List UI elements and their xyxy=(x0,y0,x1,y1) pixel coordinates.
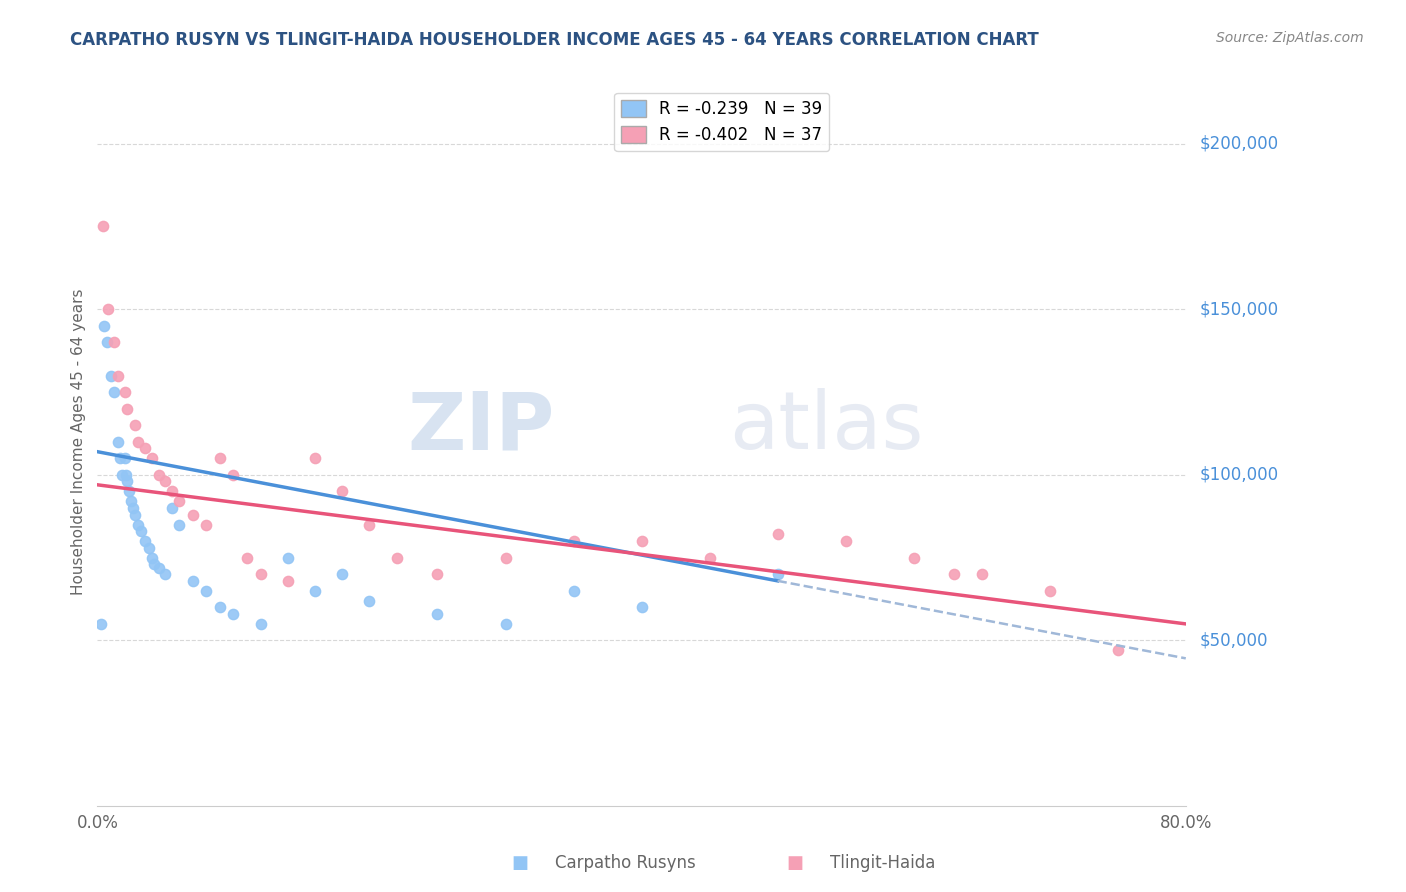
Point xyxy=(249,616,271,631)
Text: $200,000: $200,000 xyxy=(1199,135,1278,153)
Text: Source: ZipAtlas.com: Source: ZipAtlas.com xyxy=(1216,31,1364,45)
Point xyxy=(222,467,245,482)
Point xyxy=(699,550,721,565)
Point xyxy=(114,451,136,466)
Point xyxy=(91,219,114,234)
Point xyxy=(208,600,231,615)
Point xyxy=(222,607,245,621)
Point xyxy=(90,616,112,631)
Text: Tlingit-Haida: Tlingit-Haida xyxy=(830,855,935,872)
Point xyxy=(134,442,156,456)
Point xyxy=(766,527,789,541)
Point xyxy=(141,550,163,565)
Point xyxy=(277,550,299,565)
Point xyxy=(117,401,139,416)
Point xyxy=(114,385,136,400)
Point xyxy=(630,600,652,615)
Point xyxy=(111,467,134,482)
Point xyxy=(426,567,449,582)
Point xyxy=(124,418,146,433)
Point xyxy=(208,451,231,466)
Point xyxy=(143,558,166,572)
Text: ZIP: ZIP xyxy=(408,388,554,467)
Point xyxy=(110,451,132,466)
Point xyxy=(155,567,177,582)
Point xyxy=(181,574,204,588)
Text: $150,000: $150,000 xyxy=(1199,301,1278,318)
Point xyxy=(766,567,789,582)
Text: CARPATHO RUSYN VS TLINGIT-HAIDA HOUSEHOLDER INCOME AGES 45 - 64 YEARS CORRELATIO: CARPATHO RUSYN VS TLINGIT-HAIDA HOUSEHOL… xyxy=(70,31,1039,49)
Point xyxy=(426,607,449,621)
Point xyxy=(103,385,125,400)
Point xyxy=(562,583,585,598)
Point xyxy=(107,368,129,383)
Text: ■: ■ xyxy=(512,855,529,872)
Point xyxy=(495,616,517,631)
Point xyxy=(167,517,190,532)
Text: $50,000: $50,000 xyxy=(1199,632,1268,649)
Text: ■: ■ xyxy=(786,855,803,872)
Point xyxy=(236,550,259,565)
Point xyxy=(385,550,408,565)
Point xyxy=(138,541,160,555)
Point xyxy=(103,335,125,350)
Point xyxy=(834,534,856,549)
Point xyxy=(115,467,138,482)
Point xyxy=(148,560,170,574)
Point xyxy=(181,508,204,522)
Point xyxy=(304,451,326,466)
Point xyxy=(93,318,115,333)
Point xyxy=(160,500,183,515)
Y-axis label: Householder Income Ages 45 - 64 years: Householder Income Ages 45 - 64 years xyxy=(72,288,86,595)
Legend: R = -0.239   N = 39, R = -0.402   N = 37: R = -0.239 N = 39, R = -0.402 N = 37 xyxy=(614,93,830,151)
Point xyxy=(1107,643,1129,657)
Point xyxy=(330,484,353,499)
Point xyxy=(330,567,353,582)
Point xyxy=(121,500,143,515)
Text: $100,000: $100,000 xyxy=(1199,466,1278,483)
Point xyxy=(117,484,139,499)
Point xyxy=(155,475,177,489)
Point xyxy=(117,475,139,489)
Point xyxy=(277,574,299,588)
Point xyxy=(127,517,149,532)
Point xyxy=(359,517,381,532)
Point xyxy=(134,534,156,549)
Point xyxy=(943,567,966,582)
Point xyxy=(1039,583,1062,598)
Point xyxy=(148,467,170,482)
Point xyxy=(127,434,149,449)
Point xyxy=(141,451,163,466)
Point xyxy=(96,335,118,350)
Point xyxy=(903,550,925,565)
Point xyxy=(124,508,146,522)
Point xyxy=(304,583,326,598)
Point xyxy=(107,434,129,449)
Point xyxy=(630,534,652,549)
Point xyxy=(195,583,218,598)
Point xyxy=(160,484,183,499)
Point xyxy=(100,368,122,383)
Text: Carpatho Rusyns: Carpatho Rusyns xyxy=(555,855,696,872)
Point xyxy=(129,524,152,538)
Point xyxy=(120,494,142,508)
Text: atlas: atlas xyxy=(728,388,922,467)
Point xyxy=(562,534,585,549)
Point xyxy=(249,567,271,582)
Point xyxy=(195,517,218,532)
Point xyxy=(359,593,381,607)
Point xyxy=(167,494,190,508)
Point xyxy=(970,567,993,582)
Point xyxy=(495,550,517,565)
Point xyxy=(97,302,120,317)
